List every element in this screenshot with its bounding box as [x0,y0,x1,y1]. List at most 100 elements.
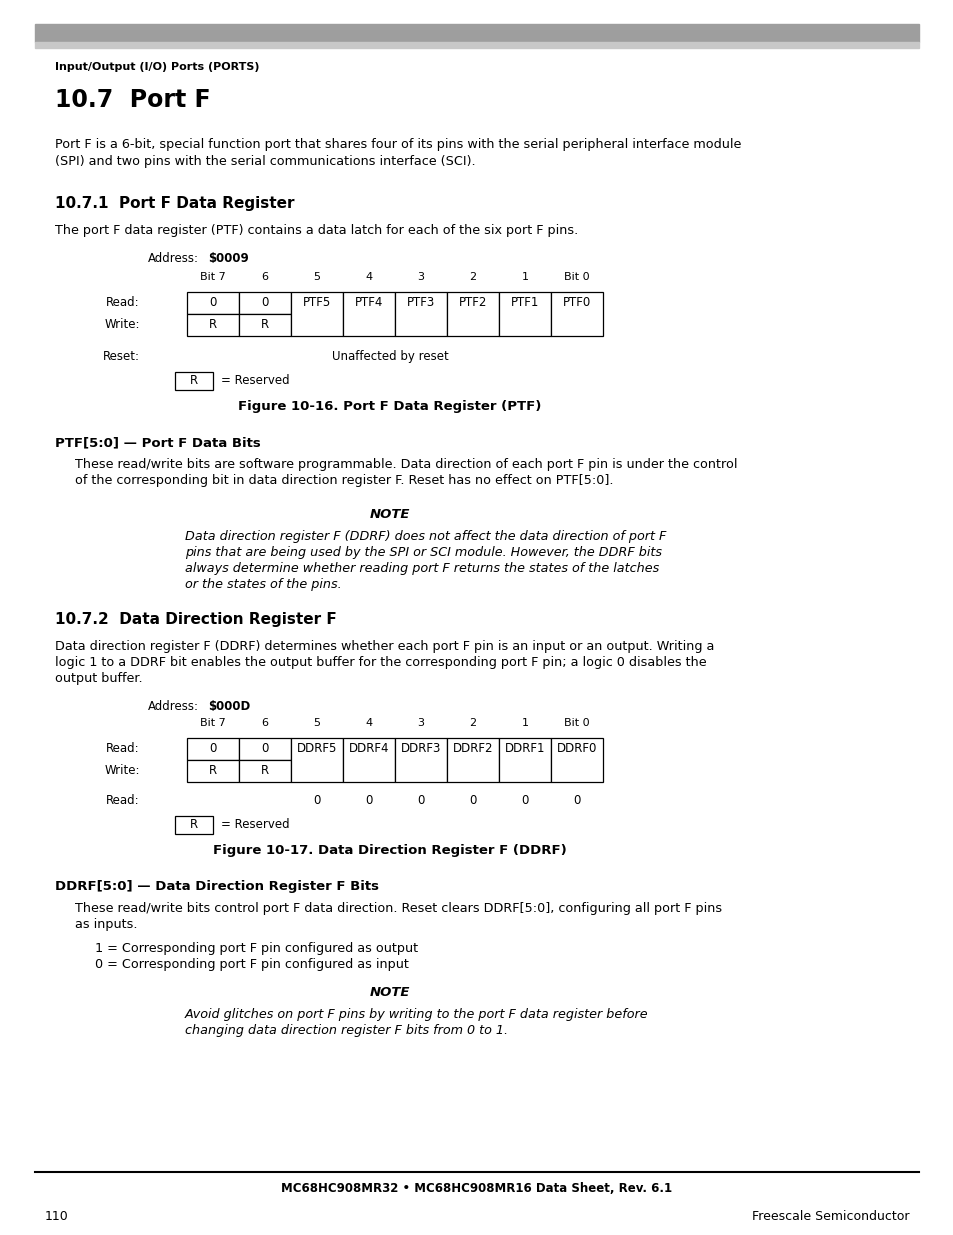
Text: Bit 0: Bit 0 [563,718,589,727]
Text: PTF5: PTF5 [302,296,331,310]
Text: PTF[5:0] — Port F Data Bits: PTF[5:0] — Port F Data Bits [55,436,260,450]
Text: = Reserved: = Reserved [221,374,290,388]
Text: 0: 0 [261,742,269,756]
Text: DDRF[5:0] — Data Direction Register F Bits: DDRF[5:0] — Data Direction Register F Bi… [55,881,378,893]
Text: 3: 3 [417,272,424,282]
Text: R: R [209,764,217,778]
Text: Address:: Address: [148,252,199,266]
Bar [291,291,343,336]
Bar [239,739,291,760]
Text: 2: 2 [469,718,476,727]
Text: R: R [190,374,198,388]
Text: R: R [261,764,269,778]
Bar [187,314,239,336]
Text: 4: 4 [365,718,373,727]
Text: Avoid glitches on port F pins by writing to the port F data register before: Avoid glitches on port F pins by writing… [185,1008,648,1021]
Text: 0: 0 [416,794,424,806]
Text: $000D: $000D [208,700,250,713]
Text: Read:: Read: [107,794,140,806]
Text: Input/Output (I/O) Ports (PORTS): Input/Output (I/O) Ports (PORTS) [55,62,259,72]
Bar [498,739,551,782]
Text: 10.7  Port F: 10.7 Port F [55,88,211,112]
Text: MC68HC908MR32 • MC68HC908MR16 Data Sheet, Rev. 6.1: MC68HC908MR32 • MC68HC908MR16 Data Sheet… [281,1182,672,1195]
Text: 5: 5 [314,272,320,282]
Text: Bit 7: Bit 7 [200,272,226,282]
Bar [174,372,213,390]
Text: Unaffected by reset: Unaffected by reset [332,350,448,363]
Text: DDRF1: DDRF1 [504,742,545,756]
Text: of the corresponding bit in data direction register F. Reset has no effect on PT: of the corresponding bit in data directi… [75,474,613,487]
Bar [239,314,291,336]
Text: output buffer.: output buffer. [55,672,143,685]
Text: 5: 5 [314,718,320,727]
Text: 0: 0 [261,296,269,310]
Text: DDRF4: DDRF4 [349,742,389,756]
Bar [239,291,291,314]
Text: Reset:: Reset: [103,350,140,363]
Text: 10.7.1  Port F Data Register: 10.7.1 Port F Data Register [55,196,294,211]
Text: 2: 2 [469,272,476,282]
Text: DDRF3: DDRF3 [400,742,440,756]
Text: R: R [209,319,217,331]
Text: R: R [190,819,198,831]
Text: 0: 0 [520,794,528,806]
Text: 110: 110 [45,1210,69,1223]
Text: changing data direction register F bits from 0 to 1.: changing data direction register F bits … [185,1024,507,1037]
Text: logic 1 to a DDRF bit enables the output buffer for the corresponding port F pin: logic 1 to a DDRF bit enables the output… [55,656,706,669]
Text: Read:: Read: [107,742,140,756]
Bar [447,291,498,336]
Text: $0009: $0009 [208,252,249,266]
Text: Address:: Address: [148,700,199,713]
Text: always determine whether reading port F returns the states of the latches: always determine whether reading port F … [185,562,659,576]
Text: 0 = Corresponding port F pin configured as input: 0 = Corresponding port F pin configured … [95,958,409,971]
Text: R: R [261,319,269,331]
Text: Read:: Read: [107,296,140,310]
Text: PTF3: PTF3 [406,296,435,310]
Text: Port F is a 6-bit, special function port that shares four of its pins with the s: Port F is a 6-bit, special function port… [55,138,740,168]
Text: 0: 0 [573,794,580,806]
Text: 1 = Corresponding port F pin configured as output: 1 = Corresponding port F pin configured … [95,942,417,955]
Bar [395,739,447,782]
Text: Data direction register F (DDRF) does not affect the data direction of port F: Data direction register F (DDRF) does no… [185,530,666,543]
Bar [343,739,395,782]
Text: Bit 0: Bit 0 [563,272,589,282]
Bar [187,739,239,760]
Text: Figure 10-17. Data Direction Register F (DDRF): Figure 10-17. Data Direction Register F … [213,844,566,857]
Bar [498,291,551,336]
Text: Freescale Semiconductor: Freescale Semiconductor [752,1210,909,1223]
Text: 10.7.2  Data Direction Register F: 10.7.2 Data Direction Register F [55,613,336,627]
Text: Figure 10-16. Port F Data Register (PTF): Figure 10-16. Port F Data Register (PTF) [238,400,541,412]
Text: These read/write bits are software programmable. Data direction of each port F p: These read/write bits are software progr… [75,458,737,471]
Bar [395,291,447,336]
Text: DDRF0: DDRF0 [557,742,597,756]
Text: Write:: Write: [105,319,140,331]
Bar [35,42,918,48]
Text: DDRF2: DDRF2 [453,742,493,756]
Bar [35,23,918,42]
Text: 1: 1 [521,718,528,727]
Bar [187,291,239,314]
Text: PTF4: PTF4 [355,296,383,310]
Text: PTF2: PTF2 [458,296,487,310]
Bar [447,739,498,782]
Text: DDRF5: DDRF5 [296,742,336,756]
Text: These read/write bits control port F data direction. Reset clears DDRF[5:0], con: These read/write bits control port F dat… [75,902,721,915]
Text: PTF1: PTF1 [510,296,538,310]
Text: 6: 6 [261,718,268,727]
Text: PTF0: PTF0 [562,296,591,310]
Text: 0: 0 [365,794,373,806]
Bar [239,760,291,782]
Text: NOTE: NOTE [370,986,410,999]
Text: 0: 0 [209,296,216,310]
Text: = Reserved: = Reserved [221,819,290,831]
Text: as inputs.: as inputs. [75,918,137,931]
Text: NOTE: NOTE [370,508,410,521]
Bar [551,739,602,782]
Bar [291,739,343,782]
Text: 0: 0 [209,742,216,756]
Text: 0: 0 [313,794,320,806]
Text: 1: 1 [521,272,528,282]
Text: 0: 0 [469,794,476,806]
Text: Write:: Write: [105,764,140,778]
Bar [174,816,213,834]
